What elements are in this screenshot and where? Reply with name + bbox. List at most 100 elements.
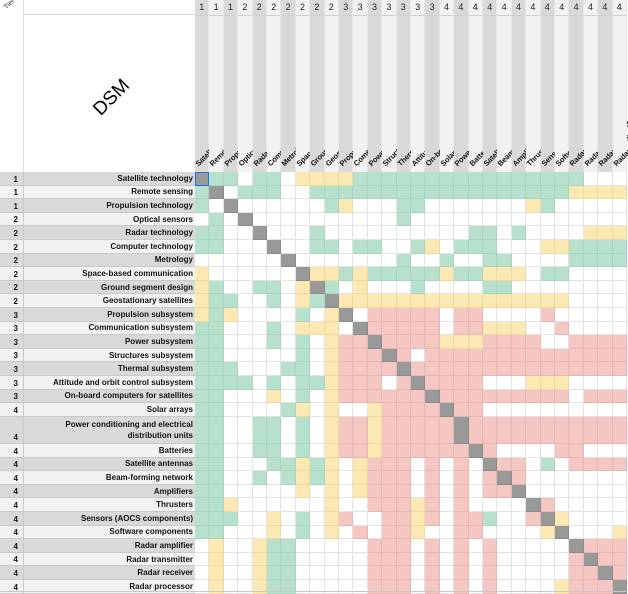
matrix-cell[interactable] xyxy=(310,267,325,281)
matrix-cell[interactable] xyxy=(468,280,483,295)
matrix-cell[interactable] xyxy=(310,240,325,254)
row-tier[interactable]: 3 xyxy=(0,362,24,376)
matrix-cell[interactable] xyxy=(540,294,555,308)
matrix-cell[interactable] xyxy=(483,444,498,458)
matrix-cell[interactable] xyxy=(367,512,383,526)
matrix-cell[interactable] xyxy=(353,498,368,512)
matrix-cell[interactable] xyxy=(511,172,527,186)
matrix-cell[interactable] xyxy=(454,471,469,485)
matrix-cell[interactable] xyxy=(339,389,354,404)
matrix-cell[interactable] xyxy=(324,525,339,540)
matrix-cell[interactable] xyxy=(497,362,512,376)
matrix-cell[interactable] xyxy=(209,199,224,213)
matrix-cell[interactable] xyxy=(252,321,267,336)
matrix-cell[interactable] xyxy=(310,389,325,404)
diagonal-cell[interactable] xyxy=(353,321,368,336)
matrix-cell[interactable] xyxy=(367,226,383,240)
matrix-cell[interactable] xyxy=(382,199,397,213)
matrix-cell[interactable] xyxy=(382,566,397,580)
matrix-cell[interactable] xyxy=(324,348,339,363)
matrix-cell[interactable] xyxy=(324,484,339,499)
row-tier[interactable]: 4 xyxy=(0,525,24,540)
matrix-cell[interactable] xyxy=(497,457,512,472)
matrix-cell[interactable] xyxy=(411,512,426,526)
matrix-cell[interactable] xyxy=(411,280,426,295)
matrix-cell[interactable] xyxy=(598,416,613,444)
matrix-cell[interactable] xyxy=(598,457,613,472)
matrix-cell[interactable] xyxy=(555,294,570,308)
matrix-cell[interactable] xyxy=(295,348,311,363)
matrix-cell[interactable] xyxy=(483,240,498,254)
matrix-cell[interactable] xyxy=(439,457,455,472)
matrix-cell[interactable] xyxy=(583,280,599,295)
matrix-cell[interactable] xyxy=(425,566,440,580)
row-label[interactable]: Attitude and orbit control subsystem xyxy=(24,376,195,390)
matrix-cell[interactable] xyxy=(439,308,455,322)
matrix-cell[interactable] xyxy=(339,199,354,213)
matrix-cell[interactable] xyxy=(267,403,282,417)
matrix-cell[interactable] xyxy=(511,471,527,485)
matrix-cell[interactable] xyxy=(569,484,584,499)
row-label[interactable]: Radar receiver xyxy=(24,566,195,580)
matrix-cell[interactable] xyxy=(583,199,599,213)
matrix-cell[interactable] xyxy=(238,552,253,567)
matrix-cell[interactable] xyxy=(555,444,570,458)
matrix-cell[interactable] xyxy=(468,389,483,404)
matrix-cell[interactable] xyxy=(324,376,339,390)
matrix-cell[interactable] xyxy=(468,321,483,336)
matrix-cell[interactable] xyxy=(252,376,267,390)
matrix-cell[interactable] xyxy=(252,416,267,444)
matrix-cell[interactable] xyxy=(583,457,599,472)
matrix-cell[interactable] xyxy=(511,212,527,227)
matrix-cell[interactable] xyxy=(396,457,411,472)
matrix-cell[interactable] xyxy=(569,566,584,580)
matrix-cell[interactable] xyxy=(540,362,555,376)
matrix-cell[interactable] xyxy=(540,566,555,580)
row-tier[interactable]: 3 xyxy=(0,389,24,404)
matrix-cell[interactable] xyxy=(267,484,282,499)
matrix-cell[interactable] xyxy=(252,240,267,254)
matrix-cell[interactable] xyxy=(295,403,311,417)
matrix-cell[interactable] xyxy=(598,212,613,227)
matrix-cell[interactable] xyxy=(353,484,368,499)
matrix-cell[interactable] xyxy=(252,539,267,553)
matrix-cell[interactable] xyxy=(238,335,253,349)
matrix-cell[interactable] xyxy=(339,185,354,200)
matrix-cell[interactable] xyxy=(540,484,555,499)
row-label[interactable]: Space-based communication xyxy=(24,267,195,281)
row-label[interactable]: Communication subsystem xyxy=(24,321,195,336)
matrix-cell[interactable] xyxy=(238,321,253,336)
matrix-cell[interactable] xyxy=(267,212,282,227)
matrix-cell[interactable] xyxy=(195,498,210,512)
matrix-cell[interactable] xyxy=(497,525,512,540)
matrix-cell[interactable] xyxy=(195,444,210,458)
row-label[interactable]: On-board computers for satellites xyxy=(24,389,195,404)
matrix-cell[interactable] xyxy=(598,471,613,485)
matrix-cell[interactable] xyxy=(310,308,325,322)
matrix-cell[interactable] xyxy=(324,389,339,404)
matrix-cell[interactable] xyxy=(339,335,354,349)
matrix-cell[interactable] xyxy=(252,389,267,404)
matrix-cell[interactable] xyxy=(497,253,512,268)
row-tier[interactable]: 3 xyxy=(0,335,24,349)
matrix-cell[interactable] xyxy=(569,416,584,444)
matrix-cell[interactable] xyxy=(555,566,570,580)
matrix-cell[interactable] xyxy=(238,484,253,499)
dsm-title-cell[interactable]: DSM xyxy=(24,0,196,172)
matrix-cell[interactable] xyxy=(411,172,426,186)
matrix-cell[interactable] xyxy=(267,471,282,485)
matrix-cell[interactable] xyxy=(339,444,354,458)
matrix-cell[interactable] xyxy=(468,539,483,553)
matrix-cell[interactable] xyxy=(598,335,613,349)
row-tier[interactable]: 2 xyxy=(0,280,24,295)
matrix-cell[interactable] xyxy=(411,498,426,512)
matrix-cell[interactable] xyxy=(526,389,541,404)
matrix-cell[interactable] xyxy=(295,253,311,268)
row-tier[interactable]: 1 xyxy=(0,185,24,200)
matrix-cell[interactable] xyxy=(483,294,498,308)
matrix-cell[interactable] xyxy=(569,498,584,512)
matrix-cell[interactable] xyxy=(411,566,426,580)
matrix-cell[interactable] xyxy=(353,308,368,322)
row-tier[interactable]: 4 xyxy=(0,416,24,444)
